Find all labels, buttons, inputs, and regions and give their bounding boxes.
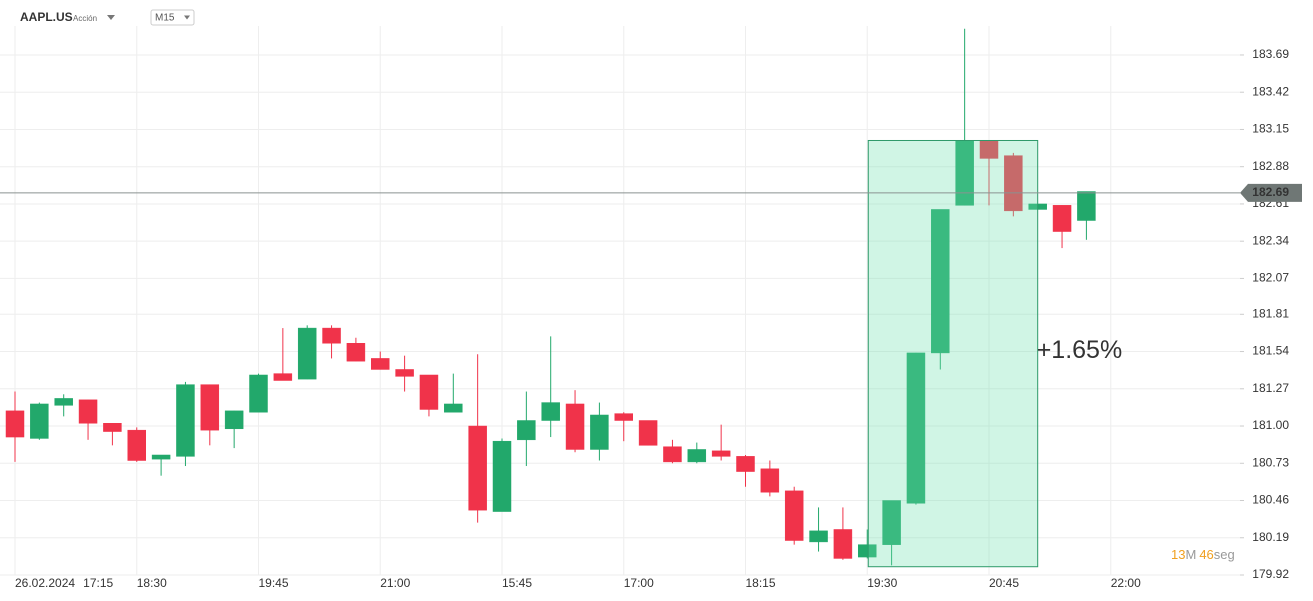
candle-body <box>346 343 366 362</box>
candle-body <box>395 369 414 377</box>
x-tick-label: 19:30 <box>867 576 897 590</box>
candle-body <box>833 529 853 559</box>
y-tick-label: 181.27 <box>1252 381 1289 395</box>
dropdown-arrow[interactable] <box>107 15 115 20</box>
y-tick-label: 179.92 <box>1252 567 1289 581</box>
x-tick-label: 22:00 <box>1111 576 1141 590</box>
x-tick-label: 21:00 <box>380 576 410 590</box>
candle-body <box>858 544 877 558</box>
y-tick-label: 182.07 <box>1252 271 1289 285</box>
x-tick-label: 26.02.2024 <box>15 576 75 590</box>
candle-body <box>297 327 317 380</box>
candle-body <box>590 414 609 450</box>
interval-arrow <box>184 15 190 20</box>
candle-body <box>614 413 633 421</box>
candle-body <box>1077 191 1096 221</box>
candle-body <box>54 398 73 406</box>
interval-button[interactable] <box>150 9 195 26</box>
y-tick-label: 183.15 <box>1252 122 1289 136</box>
y-tick-label: 180.73 <box>1252 455 1289 469</box>
candle-body <box>638 420 658 446</box>
candle-body <box>1052 205 1072 232</box>
timer: 13M 46seg <box>1171 547 1235 562</box>
candle-body <box>322 327 341 344</box>
candle-body <box>103 423 122 432</box>
candle-body <box>565 403 585 450</box>
x-tick-label: 19:45 <box>259 576 289 590</box>
candle-body <box>249 374 268 413</box>
candle-body <box>541 402 560 421</box>
measure-range <box>867 139 1039 568</box>
x-tick-label: 15:45 <box>502 576 532 590</box>
y-tick-label: 181.81 <box>1252 306 1289 320</box>
candle-body <box>882 500 901 545</box>
candle-body <box>1004 155 1023 212</box>
y-tick-label: 180.19 <box>1252 530 1289 544</box>
candle-body <box>784 490 804 541</box>
candle-body <box>663 446 682 463</box>
symbol: AAPL.US <box>20 10 73 24</box>
candle-body <box>736 456 755 472</box>
candle-body <box>687 449 707 463</box>
timer-seconds-unit: seg <box>1214 547 1235 562</box>
candle-body <box>419 374 439 410</box>
candle-body <box>5 410 25 438</box>
current-price-label: 182.69 <box>1252 185 1289 199</box>
candle-body <box>492 440 512 512</box>
candle-body <box>444 403 463 413</box>
timer-seconds: 46 <box>1199 547 1213 562</box>
candle-body <box>760 468 780 493</box>
x-tick-label: 18:15 <box>746 576 776 590</box>
candle-body <box>176 384 195 457</box>
y-tick-label: 181.00 <box>1252 418 1289 432</box>
y-tick-label: 183.42 <box>1252 84 1289 98</box>
candle-body <box>151 454 171 460</box>
y-tick-label: 181.54 <box>1252 344 1289 358</box>
measure-label: +1.65% <box>1037 336 1123 364</box>
candle-body <box>517 420 536 441</box>
candle-body <box>371 358 390 370</box>
x-tick-label: 17:00 <box>624 576 654 590</box>
candle-body <box>200 384 220 431</box>
y-tick-label: 183.69 <box>1252 47 1289 61</box>
interval: M15 <box>155 13 175 24</box>
candle-body <box>30 403 49 439</box>
candle-body <box>468 425 487 511</box>
candle-body <box>127 429 146 461</box>
y-tick-label: 180.46 <box>1252 493 1289 507</box>
candle-body <box>809 530 828 543</box>
candle-body <box>931 209 950 354</box>
candle-body <box>906 352 926 504</box>
y-tick-label: 182.34 <box>1252 233 1289 247</box>
y-tick-label: 182.88 <box>1252 159 1289 173</box>
candle-body <box>711 450 731 457</box>
x-tick-label: 20:45 <box>989 576 1019 590</box>
x-tick-label: 17:15 <box>83 576 113 590</box>
timer-minutes-unit: M <box>1185 547 1196 562</box>
asset-type: Acción <box>73 14 97 23</box>
candle-body <box>224 410 244 430</box>
candle-body <box>78 399 98 424</box>
timer-minutes: 13 <box>1171 547 1185 562</box>
candle-body <box>273 373 293 381</box>
x-tick-label: 18:30 <box>137 576 167 590</box>
current-price-tag <box>1240 183 1302 202</box>
